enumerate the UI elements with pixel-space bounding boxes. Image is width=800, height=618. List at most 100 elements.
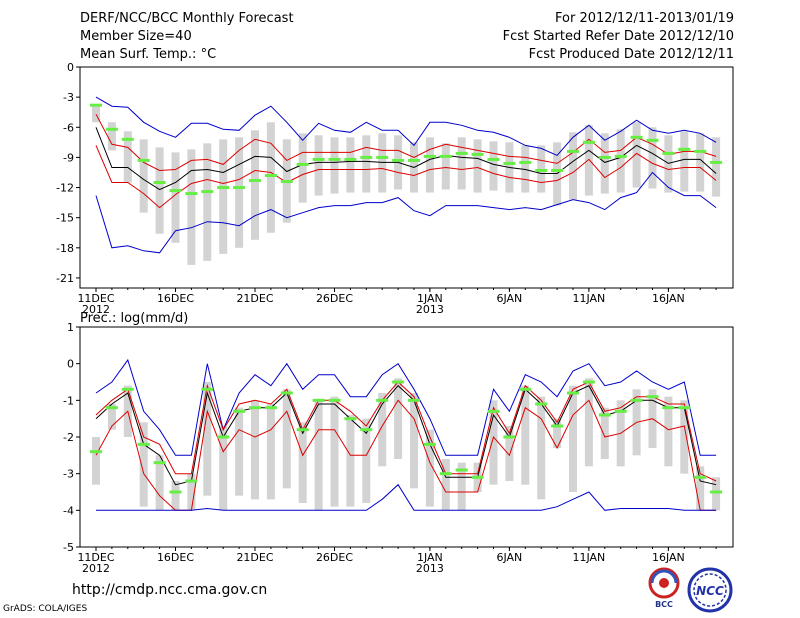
temp-xtick-label: 6JAN: [496, 292, 522, 305]
temp-spread-bar: [600, 133, 609, 194]
temp-spread-bar: [680, 131, 689, 192]
temp-median-marker: [233, 186, 246, 190]
ncc-logo-text: NCC: [696, 584, 724, 598]
temp-ytick-label: -18: [56, 242, 74, 255]
temp-median-marker: [264, 173, 277, 177]
temp-median-marker: [408, 158, 420, 162]
prec-xtick-label: 16DEC: [157, 551, 194, 564]
prec-spread-bar: [266, 404, 275, 500]
temp-ytick-label: -9: [63, 151, 74, 164]
prec-median-marker: [169, 490, 182, 494]
temp-median-marker: [328, 157, 341, 161]
prec-median-marker: [630, 398, 643, 402]
temp-spread-bar: [584, 125, 593, 196]
temp-spread-bar: [378, 133, 387, 193]
source-url[interactable]: http://cmdp.ncc.cma.gov.cn: [72, 582, 268, 598]
prec-xtick-label: 26DEC: [316, 551, 353, 564]
prec-spread-bar: [330, 396, 339, 507]
prec-spread-bar: [171, 481, 180, 511]
temp-xtick-label: 16DEC: [157, 292, 194, 305]
temp-median-marker: [201, 190, 214, 194]
prec-spread-bar: [378, 393, 387, 467]
bcc-logo: BCC: [648, 567, 680, 609]
prec-median-marker: [551, 424, 564, 428]
prec-xtick-label: 11JAN: [572, 551, 605, 564]
temp-median-marker: [392, 158, 405, 162]
prec-median-marker: [344, 417, 357, 421]
temp-median-marker: [710, 160, 723, 164]
temp-median-marker: [376, 155, 389, 159]
temp-median-marker: [614, 154, 627, 158]
temp-spread-bar: [696, 133, 705, 192]
prec-spread-bar: [696, 466, 705, 511]
temp-median-marker: [296, 162, 309, 166]
temp-xtick-year-label: 2012: [82, 303, 110, 316]
prec-median-marker: [328, 398, 341, 402]
prec-median-marker: [471, 475, 484, 479]
prec-ytick-label: 0: [67, 358, 74, 371]
temp-spread-bar: [187, 149, 196, 265]
prec-median-marker: [264, 406, 277, 410]
temp-spread-bar: [92, 105, 100, 123]
prec-median-marker: [662, 406, 675, 410]
temp-spread-bar: [219, 139, 228, 254]
prec-upper-line: [95, 381, 717, 482]
ncc-logo: NCC: [687, 567, 733, 613]
temp-median-marker: [519, 160, 532, 164]
temp-spread-bar: [266, 122, 275, 233]
prec-spread-bar: [346, 415, 355, 507]
prec-median-marker: [535, 402, 548, 406]
prec-spread-bar: [298, 422, 307, 503]
prec-spread-bar: [92, 437, 100, 485]
prec-median-marker: [360, 428, 373, 432]
prec-spread-bar: [489, 400, 498, 485]
temp-spread-bar: [362, 135, 371, 193]
temp-ytick-label: -21: [56, 272, 74, 285]
prec-spread-bar: [680, 400, 689, 474]
prec-median-marker: [153, 461, 166, 465]
temp-spread-bar: [235, 137, 244, 248]
temp-median-marker: [503, 161, 516, 165]
temp-xtick-label: 1JAN: [417, 292, 443, 305]
temp-median-marker: [105, 127, 118, 131]
prec-xtick-label: 11DEC: [77, 551, 114, 564]
temp-spread-bar: [712, 137, 721, 197]
prec-ytick-label: -2: [63, 431, 74, 444]
prec-spread-bar: [251, 400, 259, 500]
temp-median-marker: [439, 154, 452, 158]
prec-ytick-label: 1: [67, 321, 74, 334]
prec-ytick-label: -3: [63, 468, 74, 481]
prec-median-marker: [567, 391, 579, 395]
temp-median-marker: [249, 179, 261, 183]
prec-median-marker: [487, 409, 500, 413]
temp-median-marker: [423, 154, 436, 158]
prec-median-marker: [519, 387, 532, 391]
prec-median-marker: [503, 435, 516, 439]
temp-median-marker: [455, 151, 468, 155]
bcc-logo-text: BCC: [655, 600, 673, 609]
prec-median-marker: [185, 479, 198, 483]
temp-spread-bar: [616, 129, 625, 193]
prec-median-marker: [201, 387, 214, 391]
prec-median-marker: [233, 409, 246, 413]
temp-lower-line: [95, 145, 717, 209]
temp-median-marker: [662, 151, 675, 155]
temp-spread-bar: [139, 139, 148, 213]
temp-median-marker: [471, 152, 484, 156]
prec-median-marker: [455, 468, 468, 472]
temp-spread-bar: [473, 139, 482, 193]
prec-ytick-label: -5: [63, 541, 74, 554]
temp-plot-frame: [79, 66, 734, 289]
prec-median-marker: [408, 398, 420, 402]
prec-median-marker: [137, 442, 150, 446]
temp-spread-bar: [330, 137, 339, 194]
prec-spread-bar: [187, 473, 196, 511]
prec-spread-bar: [521, 385, 530, 485]
temp-ytick-label: -12: [56, 182, 74, 195]
prec-spread-bar: [314, 400, 323, 511]
prec-spread-bar: [203, 382, 212, 496]
prec-median-marker: [280, 391, 293, 395]
prec-median-marker: [598, 413, 611, 417]
prec-spread-bar: [155, 455, 164, 511]
